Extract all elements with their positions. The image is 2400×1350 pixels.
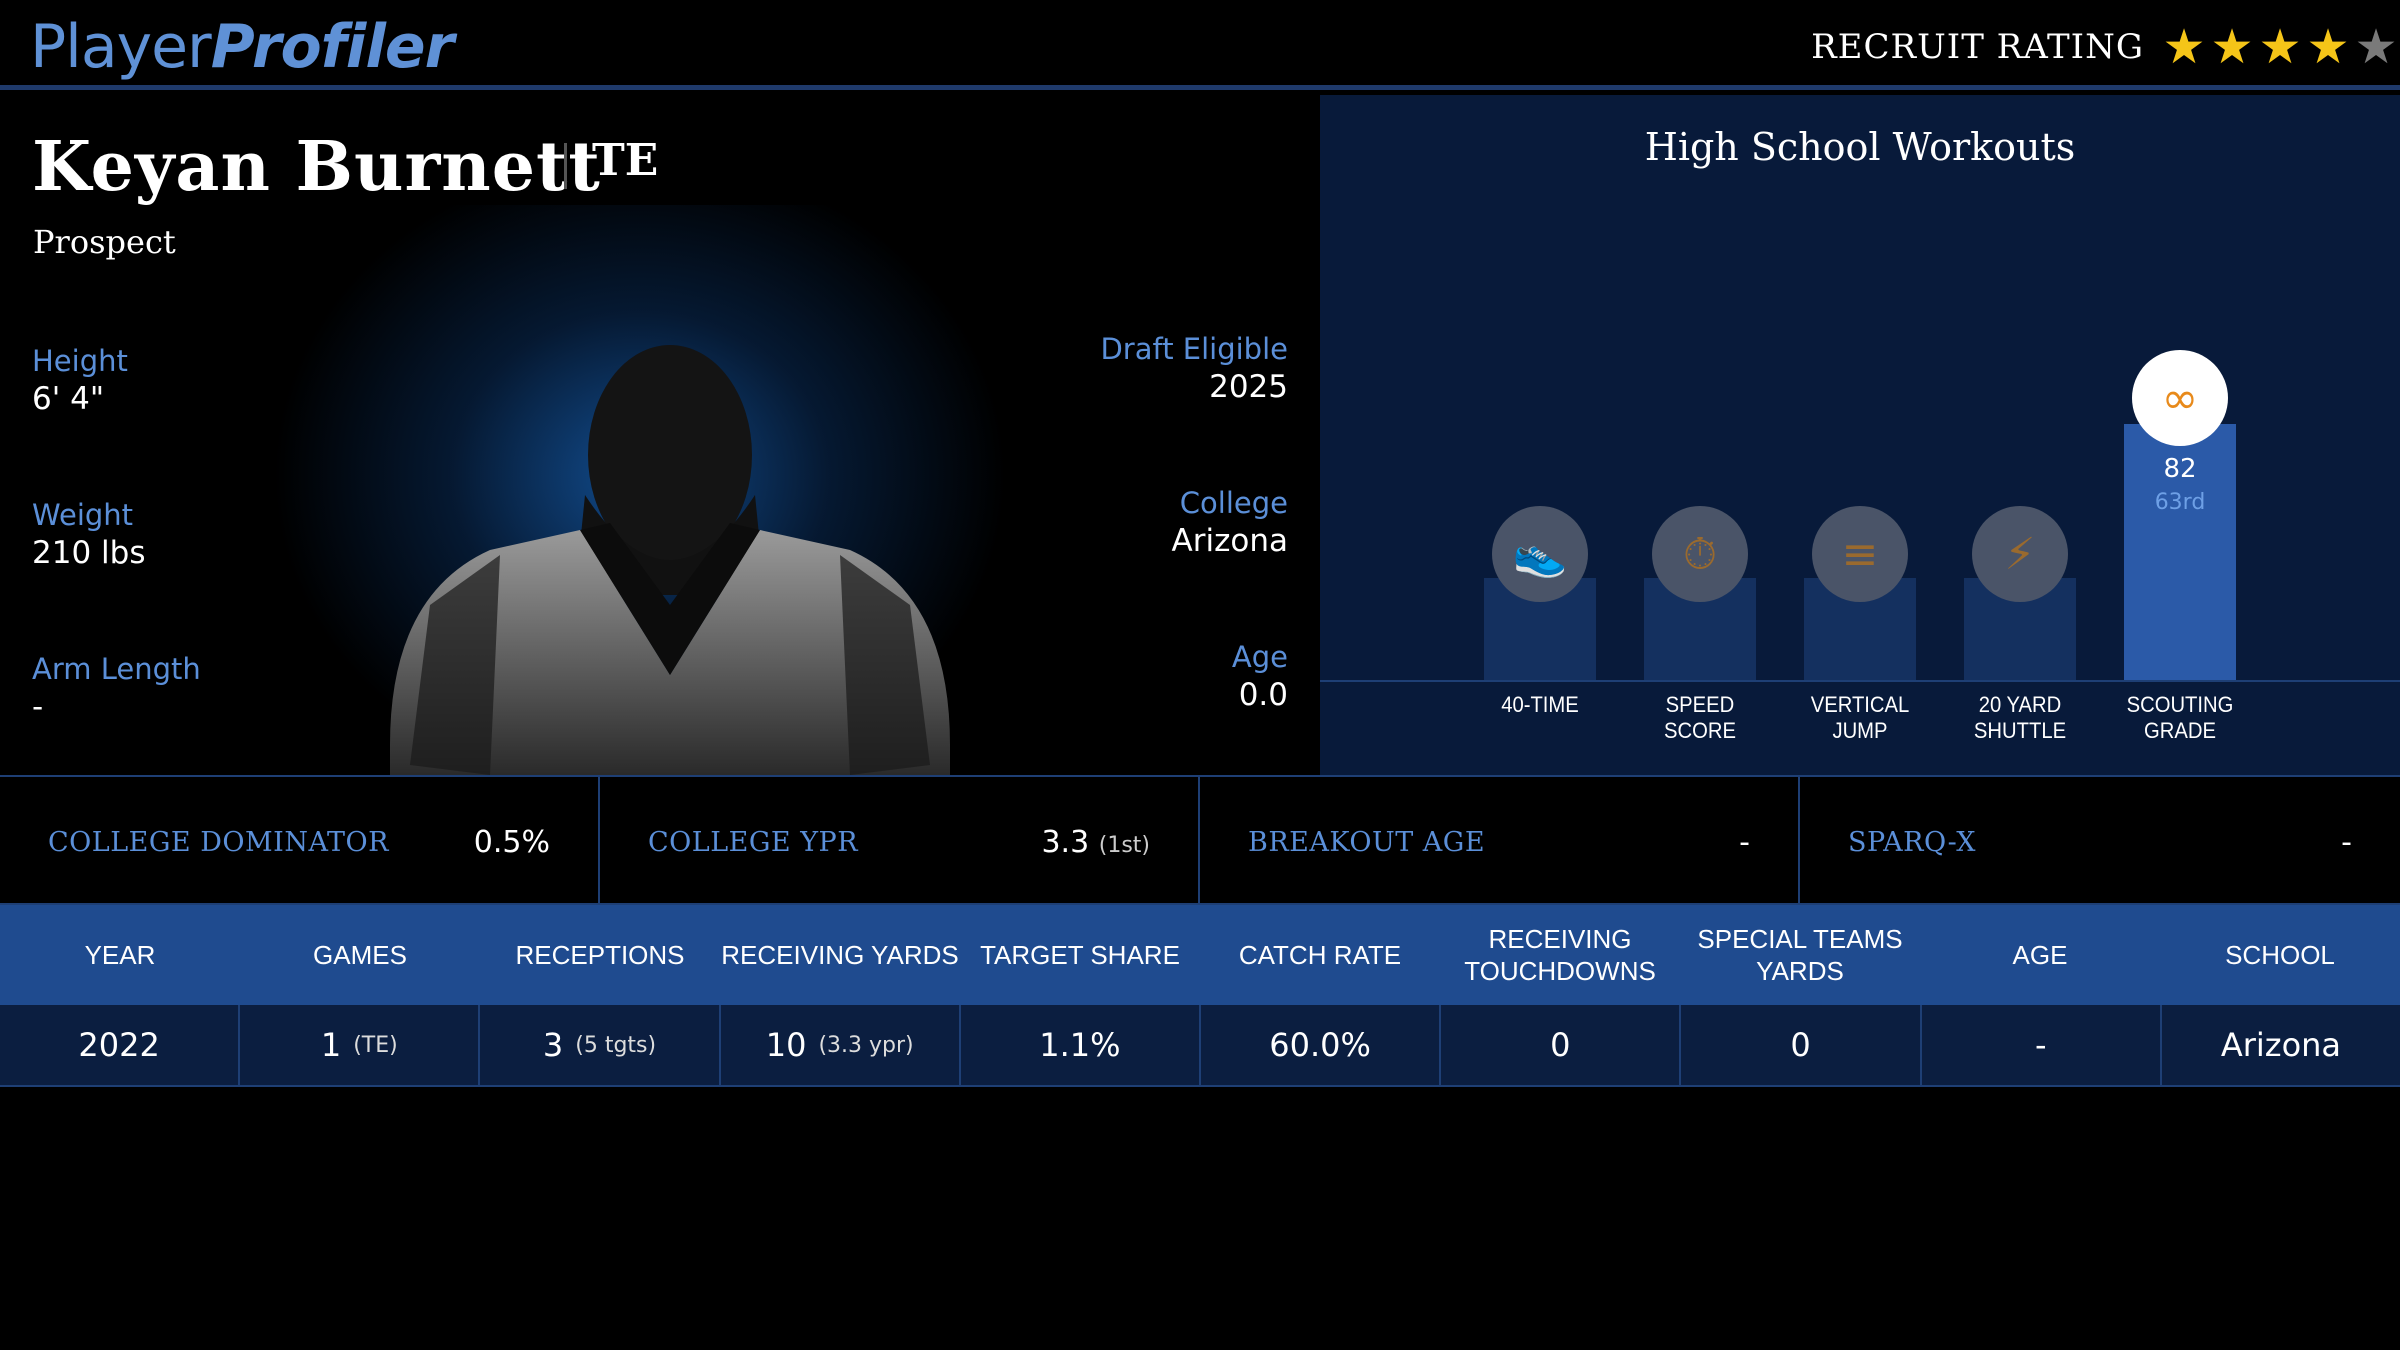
workout-bar[interactable] xyxy=(2124,424,2236,680)
height-value: 6' 4" xyxy=(32,381,105,417)
age-attr: Age 0.0 xyxy=(1232,639,1288,715)
metric-value: 3.3 (1st) xyxy=(1041,825,1150,860)
star-rating: ★ ★ ★ ★ ★ xyxy=(2160,22,2400,72)
player-name: Keyan Burnett xyxy=(32,127,601,207)
column-header[interactable]: CATCH RATE xyxy=(1238,940,1402,970)
metric-label: BREAKOUT AGE xyxy=(1248,827,1486,858)
table-cell: 1.1% xyxy=(961,1005,1202,1085)
draft-eligible-value: 2025 xyxy=(1209,369,1288,405)
table-cell: 3 (5 tgts) xyxy=(480,1005,721,1085)
top-header: PlayerProfiler RECRUIT RATING ★ ★ ★ ★ ★ xyxy=(0,0,2400,90)
college-label: College xyxy=(1179,486,1288,520)
draft-eligible-label: Draft Eligible xyxy=(1100,332,1288,366)
star-empty-icon: ★ xyxy=(2354,19,2398,75)
high-school-workouts-panel: High School Workouts 👟 40-TIME ⏱ SPEED SCORE… xyxy=(1320,95,2400,775)
column-header[interactable]: TARGET SHARE xyxy=(980,940,1180,970)
workout-label: SCOUTING GRADE xyxy=(2126,692,2234,743)
weight-value: 210 lbs xyxy=(32,535,146,571)
recruit-rating-label: RECRUIT RATING xyxy=(1811,27,2144,67)
column-header[interactable]: RECEIVING TOUCHDOWNS xyxy=(1464,924,1656,986)
star-filled-icon: ★ xyxy=(2210,19,2254,75)
column-header[interactable]: RECEIVING YARDS xyxy=(721,940,959,970)
lightning-icon: ⚡ xyxy=(1972,506,2068,602)
metric-label: SPARQ-X xyxy=(1848,827,1977,858)
height-attr: Height 6' 4" xyxy=(32,343,128,419)
column-header[interactable]: YEAR xyxy=(84,940,156,970)
workout-label: SPEED SCORE xyxy=(1664,692,1736,743)
college-value: Arizona xyxy=(1171,523,1288,559)
chevrons-up-icon: ≡ xyxy=(1812,506,1908,602)
shoe-icon: 👟 xyxy=(1492,506,1588,602)
metric-label: COLLEGE DOMINATOR xyxy=(48,827,389,858)
column-header[interactable]: AGE xyxy=(2012,940,2068,970)
column-header[interactable]: RECEPTIONS xyxy=(515,940,685,970)
table-cell: - xyxy=(1922,1005,2162,1085)
table-body: 2022 1 (TE) 3 (5 tgts) 10 (3.3 ypr) 1.1% 60.0% 0 0… xyxy=(0,1005,2400,1087)
table-cell: 10 (3.3 ypr) xyxy=(721,1005,961,1085)
player-profiler-logo[interactable]: PlayerProfiler xyxy=(30,8,454,86)
scouting-grade-rank: 63rd xyxy=(2154,490,2206,515)
metric-college-dominator[interactable]: COLLEGE DOMINATOR 0.5% xyxy=(0,777,600,903)
metric-rank: (1st) xyxy=(1098,833,1150,858)
metric-label: COLLEGE YPR xyxy=(648,827,859,858)
column-header[interactable]: SCHOOL xyxy=(2225,940,2335,970)
workouts-baseline xyxy=(1320,680,2400,682)
recruit-rating: RECRUIT RATING ★ ★ ★ ★ ★ xyxy=(1811,22,2400,72)
metric-value: - xyxy=(2341,825,2352,860)
table-row: 2022 1 (TE) 3 (5 tgts) 10 (3.3 ypr) 1.1% 60.0% 0 0… xyxy=(0,1005,2400,1087)
table-cell: 2022 xyxy=(0,1005,241,1085)
workout-label: 40-TIME xyxy=(1501,692,1579,717)
logo-part-1: Player xyxy=(30,12,212,82)
workouts-title: High School Workouts xyxy=(1644,125,2076,169)
metric-college-ypr[interactable]: COLLEGE YPR 3.3 (1st) xyxy=(600,777,1200,903)
logo-part-2: Profiler xyxy=(210,12,454,82)
arm-length-value: - xyxy=(32,689,44,725)
weight-attr: Weight 210 lbs xyxy=(32,497,145,573)
player-silhouette-image xyxy=(390,345,950,775)
age-label: Age xyxy=(1231,640,1288,674)
table-cell: Arizona xyxy=(2220,1026,2342,1064)
star-filled-icon: ★ xyxy=(2306,19,2350,75)
workout-label: VERTICAL JUMP xyxy=(1810,692,1910,743)
college-attr: College Arizona xyxy=(1172,485,1288,561)
name-divider xyxy=(564,143,567,189)
column-header[interactable]: GAMES xyxy=(313,940,407,970)
metrics-strip: COLLEGE DOMINATOR 0.5% COLLEGE YPR 3.3 (… xyxy=(0,775,2400,905)
workout-label: 20 YARD SHUTTLE xyxy=(1973,692,2067,743)
stopwatch-icon: ⏱ xyxy=(1652,506,1748,602)
arm-length-label: Arm Length xyxy=(32,652,201,686)
binoculars-icon: ∞ xyxy=(2132,350,2228,446)
metric-value: - xyxy=(1739,825,1750,860)
star-filled-icon: ★ xyxy=(2258,19,2302,75)
table-cell: 0 xyxy=(1441,1005,1682,1085)
college-stats-table: YEAR GAMES RECEPTIONS RECEIVING YARDS TARGET… xyxy=(0,905,2400,1087)
table-cell: 0 xyxy=(1681,1005,1922,1085)
column-header[interactable]: SPECIAL TEAMS YARDS xyxy=(1697,924,1903,986)
weight-label: Weight xyxy=(32,498,134,532)
metric-breakout-age[interactable]: BREAKOUT AGE - xyxy=(1200,777,1800,903)
metric-sparq-x[interactable]: SPARQ-X - xyxy=(1800,777,2400,903)
table-cell: 1 (TE) xyxy=(240,1005,481,1085)
metric-value: 0.5% xyxy=(473,825,550,860)
table-cell: 60.0% xyxy=(1201,1005,1442,1085)
table-header-row: YEAR GAMES RECEPTIONS RECEIVING YARDS TARGET… xyxy=(0,905,2400,1005)
draft-eligible-attr: Draft Eligible 2025 xyxy=(1100,331,1288,407)
player-profile: Keyan Burnett TE Prospect Height 6' 4" W… xyxy=(0,95,1320,775)
age-value: 0.0 xyxy=(1238,677,1288,713)
player-status: Prospect xyxy=(33,223,176,261)
height-label: Height xyxy=(32,344,128,378)
star-filled-icon: ★ xyxy=(2162,19,2206,75)
player-position: TE xyxy=(592,135,659,186)
arm-length-attr: Arm Length - xyxy=(32,651,201,727)
scouting-grade-value: 82 xyxy=(2163,454,2197,484)
